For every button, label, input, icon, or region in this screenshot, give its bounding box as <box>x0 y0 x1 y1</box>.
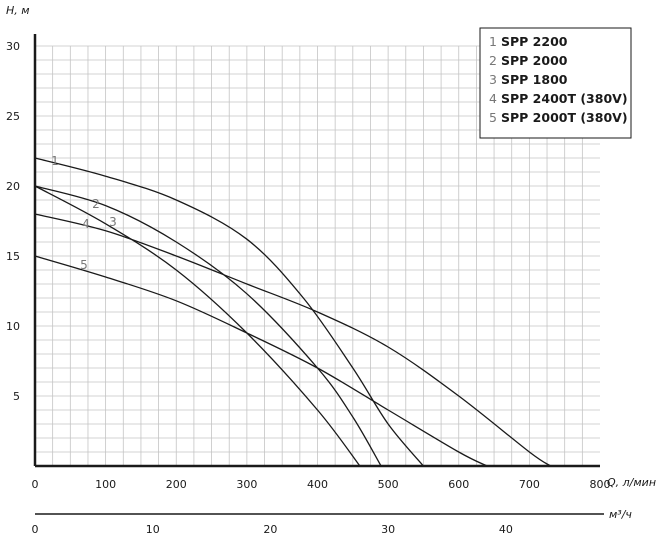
axes <box>33 34 604 515</box>
y-tick-label: 30 <box>6 40 20 53</box>
curve-label-4: 4 <box>82 217 90 231</box>
x-tick-label: 0 <box>32 478 39 491</box>
x-tick-label: 300 <box>236 478 257 491</box>
x2-tick-label: 20 <box>263 523 277 536</box>
curve-2 <box>34 185 382 467</box>
x-tick-label: 500 <box>378 478 399 491</box>
legend-number-3: 3 <box>489 72 497 87</box>
legend-name-1: SPP 2200 <box>501 34 568 49</box>
x-tick-label: 100 <box>95 478 116 491</box>
x-axis-title: Q, л/мин <box>607 476 656 489</box>
y-axis-title: H, м <box>6 4 30 17</box>
y-tick-label: 5 <box>13 390 20 403</box>
legend-name-4: SPP 2400T (380V) <box>501 91 628 106</box>
curve-4 <box>34 213 551 467</box>
curves <box>34 157 551 467</box>
legend-box <box>479 27 632 139</box>
legend-number-5: 5 <box>489 110 497 125</box>
x2-axis-title: м³/ч <box>609 508 632 521</box>
legend-number-2: 2 <box>489 53 497 68</box>
legend-items: 1 SPP 2200 2 SPP 2000 3 SPP 1800 4 SPP 2400T (3… <box>489 34 628 125</box>
x2-tick-label: 0 <box>32 523 39 536</box>
x-tick-label: 700 <box>519 478 540 491</box>
x2-tick-label: 10 <box>146 523 160 536</box>
x2-tick-label: 30 <box>381 523 395 536</box>
legend-name-3: SPP 1800 <box>501 72 568 87</box>
y-tick-label: 25 <box>6 110 20 123</box>
grid <box>35 45 600 466</box>
x-tick-label: 800 <box>590 478 611 491</box>
curve-5 <box>34 255 488 467</box>
curve-label-5: 5 <box>80 258 88 272</box>
curve-3 <box>34 185 361 467</box>
x-tick-label: 400 <box>307 478 328 491</box>
curve-label-1: 1 <box>51 154 59 168</box>
curve-label-2: 2 <box>92 197 100 211</box>
y-tick-label: 20 <box>6 180 20 193</box>
legend: 1 SPP 2200 2 SPP 2000 3 SPP 1800 4 SPP 2400T (3… <box>479 27 632 139</box>
legend-name-2: SPP 2000 <box>501 53 568 68</box>
y-tick-label: 10 <box>6 320 20 333</box>
legend-name-5: SPP 2000T (380V) <box>501 110 628 125</box>
legend-number-1: 1 <box>489 34 497 49</box>
curve-label-3: 3 <box>109 215 117 229</box>
legend-number-4: 4 <box>489 91 497 106</box>
x-tick-label: 600 <box>448 478 469 491</box>
curve-1 <box>34 157 424 467</box>
y-tick-label: 15 <box>6 250 20 263</box>
x2-tick-label: 40 <box>499 523 513 536</box>
x-tick-label: 200 <box>166 478 187 491</box>
